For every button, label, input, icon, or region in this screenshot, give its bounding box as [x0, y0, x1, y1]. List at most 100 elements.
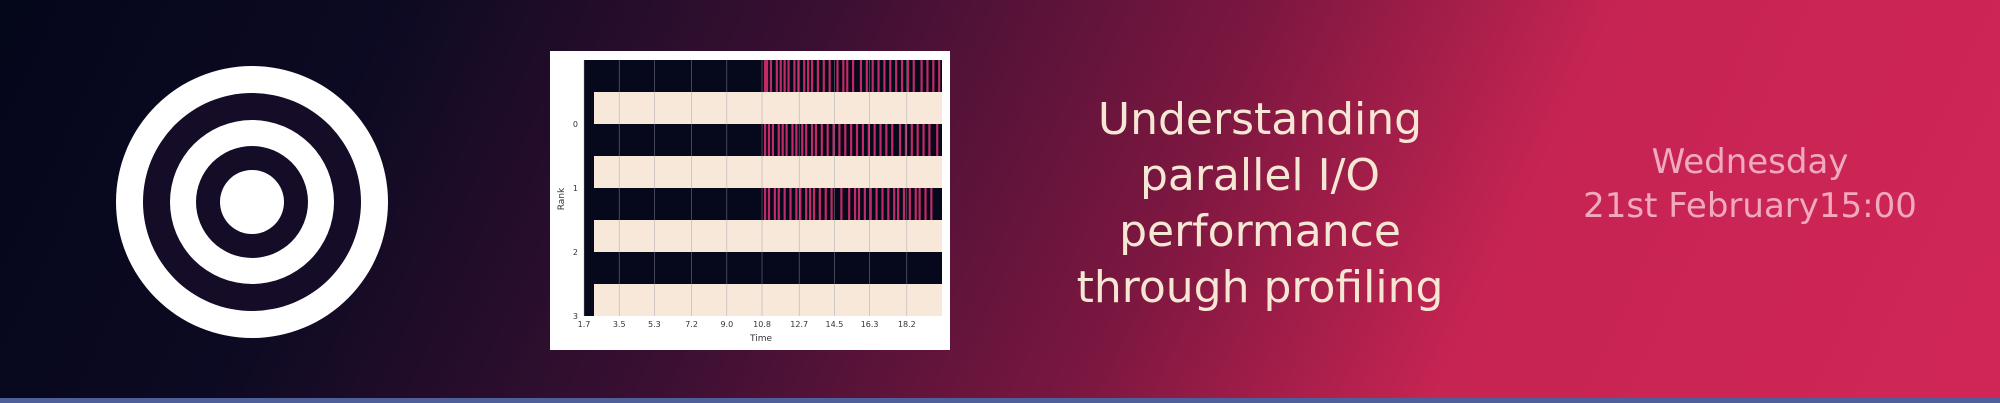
y-tick-label: 2 — [573, 248, 578, 257]
io-burst — [936, 124, 939, 156]
io-burst — [816, 60, 819, 92]
io-burst — [820, 124, 823, 156]
talk-day: Wednesday — [1651, 142, 1849, 182]
io-burst — [889, 60, 892, 92]
rank-band — [594, 284, 942, 316]
io-burst — [928, 124, 931, 156]
io-burst — [875, 188, 878, 220]
target-rings-icon — [116, 66, 388, 338]
io-burst — [867, 124, 870, 156]
talk-date: 21st February — [1583, 186, 1819, 226]
io-burst — [904, 124, 908, 156]
io-burst — [769, 60, 773, 92]
io-burst — [881, 188, 884, 220]
x-tick-label: 3.5 — [613, 320, 626, 329]
io-burst — [908, 188, 911, 220]
io-burst — [836, 60, 839, 92]
io-burst — [930, 188, 933, 220]
io-burst — [887, 188, 890, 220]
io-burst — [918, 188, 921, 220]
io-burst — [805, 188, 808, 220]
io-burst — [801, 124, 804, 156]
io-burst — [850, 124, 853, 156]
io-burst — [900, 60, 904, 92]
io-burst — [873, 124, 876, 156]
rank-band-edge — [584, 284, 594, 316]
io-burst — [812, 188, 816, 220]
io-burst — [765, 60, 769, 92]
io-burst — [830, 188, 833, 220]
io-burst — [763, 124, 767, 156]
rank-band-edge — [584, 156, 594, 188]
io-burst — [891, 124, 894, 156]
io-burst — [869, 188, 872, 220]
io-burst — [803, 60, 806, 92]
io-profile-chart: 1.7 3.5 5.3 7.2 9.0 10.8 12.7 14.5 16.3 18.2 0 1 2 3 … — [550, 51, 950, 350]
io-burst — [852, 60, 855, 92]
io-burst — [832, 124, 835, 156]
io-burst — [763, 60, 767, 92]
io-burst — [938, 60, 941, 92]
rank-band — [594, 220, 942, 252]
io-burst — [807, 60, 810, 92]
io-burst — [932, 60, 935, 92]
io-burst — [781, 124, 784, 156]
io-burst — [885, 124, 888, 156]
x-tick-label: 14.5 — [825, 320, 843, 329]
io-heatmap-svg: 1.7 3.5 5.3 7.2 9.0 10.8 12.7 14.5 16.3 18.20123 … — [557, 60, 942, 344]
rank-idle-strip — [584, 252, 942, 284]
io-burst — [763, 188, 767, 220]
io-burst — [808, 188, 812, 220]
x-tick-label: 18.2 — [898, 320, 916, 329]
io-burst — [895, 60, 898, 92]
io-burst — [822, 60, 825, 92]
title-line: Understanding — [1097, 94, 1423, 145]
io-burst — [826, 124, 829, 156]
io-burst — [773, 188, 776, 220]
y-tick-label: 1 — [573, 184, 578, 193]
io-burst — [783, 60, 786, 92]
io-burst — [853, 188, 857, 220]
io-burst — [902, 188, 906, 220]
io-burst — [883, 60, 886, 92]
x-tick-label: 9.0 — [720, 320, 733, 329]
io-burst — [926, 60, 929, 92]
x-tick-label: 5.3 — [648, 320, 661, 329]
io-burst — [840, 188, 843, 220]
io-burst — [914, 188, 917, 220]
io-burst — [842, 60, 845, 92]
io-burst — [797, 60, 800, 92]
io-burst — [777, 124, 780, 156]
io-burst — [838, 124, 841, 156]
y-tick-label: 0 — [573, 120, 578, 129]
io-burst — [777, 188, 780, 220]
io-burst — [859, 60, 863, 92]
io-burst — [810, 60, 814, 92]
io-burst — [871, 60, 874, 92]
io-burst — [912, 60, 915, 92]
io-burst — [844, 124, 847, 156]
io-burst — [922, 124, 925, 156]
io-burst — [906, 60, 909, 92]
x-tick-label: 1.7 — [578, 320, 591, 329]
io-burst — [897, 188, 900, 220]
title-line: parallel I/O — [1139, 150, 1381, 201]
io-burst — [879, 124, 882, 156]
title-line: performance — [1119, 206, 1401, 257]
io-burst — [855, 124, 859, 156]
io-burst — [771, 124, 775, 156]
io-burst — [793, 60, 796, 92]
io-burst — [818, 188, 821, 220]
talk-title: Understanding parallel I/O performance t… — [1040, 92, 1480, 316]
io-burst — [799, 188, 802, 220]
io-burst — [791, 124, 794, 156]
rank-band — [594, 156, 942, 188]
io-burst — [861, 124, 864, 156]
io-burst — [846, 60, 849, 92]
talk-schedule: Wednesday 21st February15:00 — [1540, 140, 1960, 228]
io-burst — [893, 188, 896, 220]
io-burst — [767, 124, 771, 156]
io-burst — [828, 60, 831, 92]
io-burst — [863, 188, 866, 220]
